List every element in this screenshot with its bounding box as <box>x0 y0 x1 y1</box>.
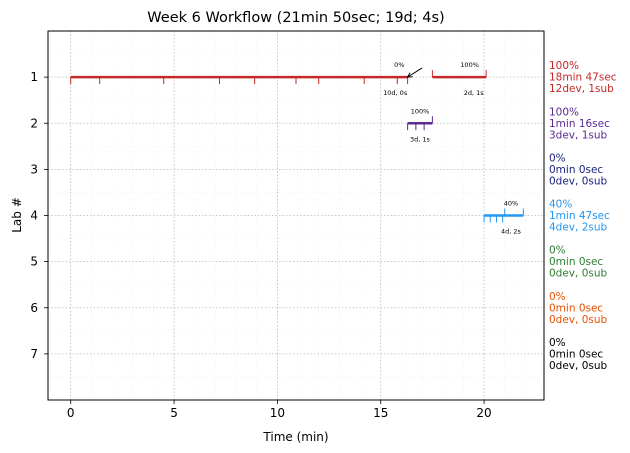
x-axis-label: Time (min) <box>262 430 328 444</box>
lab-2-percent-label: 100% <box>411 107 430 115</box>
lab-1-count-label: 10d, 0s <box>383 89 408 97</box>
y-tick-label: 7 <box>30 347 38 361</box>
lab-3-summary-line: 0dev, 0sub <box>549 175 608 187</box>
chart-title: Week 6 Workflow (21min 50sec; 19d; 4s) <box>147 10 444 26</box>
lab-1-summary-line: 18min 47sec <box>549 72 617 84</box>
lab-3-summary-line: 0min 0sec <box>549 164 603 176</box>
lab-3-summary-line: 0% <box>549 152 566 164</box>
axes: 0 5 10 15 20 1 2 3 4 5 6 7 <box>30 70 491 420</box>
y-tick-label: 2 <box>30 116 38 130</box>
x-tick-label: 15 <box>373 406 388 420</box>
x-tick-label: 5 <box>170 406 178 420</box>
grid <box>48 31 544 400</box>
lab-7-summary-line: 0dev, 0sub <box>549 360 608 372</box>
lab-1-summary-line: 100% <box>549 60 579 72</box>
lab-4-summary-line: 40% <box>549 199 572 211</box>
lab-2-summary-line: 100% <box>549 106 579 118</box>
lab-6-summary-line: 0dev, 0sub <box>549 314 608 326</box>
annotation-arrow <box>407 67 423 78</box>
lab-1-summary-line: 12dev, 1sub <box>549 83 614 95</box>
y-tick-label: 6 <box>30 301 38 315</box>
chart-marks: 0% 100% 10d, 0s 2d, 1s 100% 3d, 1s 40% 4d, 2s <box>70 61 524 236</box>
annotation-arrowhead <box>406 72 413 78</box>
y-tick-label: 4 <box>30 209 38 223</box>
lab-4-count-label: 4d, 2s <box>501 228 522 236</box>
lab-6-summary-line: 0% <box>549 291 566 303</box>
lab-5-summary-line: 0dev, 0sub <box>549 268 608 280</box>
y-axis-label: Lab # <box>10 197 24 233</box>
lab-2-count-label: 3d, 1s <box>410 135 431 143</box>
lab-7-summary-line: 0% <box>549 337 566 349</box>
lab-4-summary-line: 4dev, 2sub <box>549 222 608 234</box>
lab-6-summary-line: 0min 0sec <box>549 302 603 314</box>
lab-5-summary-line: 0min 0sec <box>549 256 603 268</box>
lab-4-percent-label: 40% <box>504 200 518 208</box>
x-tick-label: 0 <box>67 406 75 420</box>
lab-5-summary-line: 0% <box>549 245 566 257</box>
x-tick-label: 10 <box>270 406 285 420</box>
y-tick-label: 5 <box>30 255 38 269</box>
lab-4-summary-line: 1min 47sec <box>549 210 610 222</box>
lab-1-percent-label: 0% <box>394 61 404 69</box>
lab-2-summary-line: 3dev, 1sub <box>549 129 608 141</box>
lab-1-percent-label: 100% <box>460 61 479 69</box>
lab-7-summary-line: 0min 0sec <box>549 348 603 360</box>
lab-1-count-label: 2d, 1s <box>464 89 485 97</box>
y-tick-label: 3 <box>30 162 38 176</box>
y-tick-label: 1 <box>30 70 38 84</box>
lab-2-summary-line: 1min 16sec <box>549 118 610 130</box>
x-tick-label: 20 <box>476 406 491 420</box>
